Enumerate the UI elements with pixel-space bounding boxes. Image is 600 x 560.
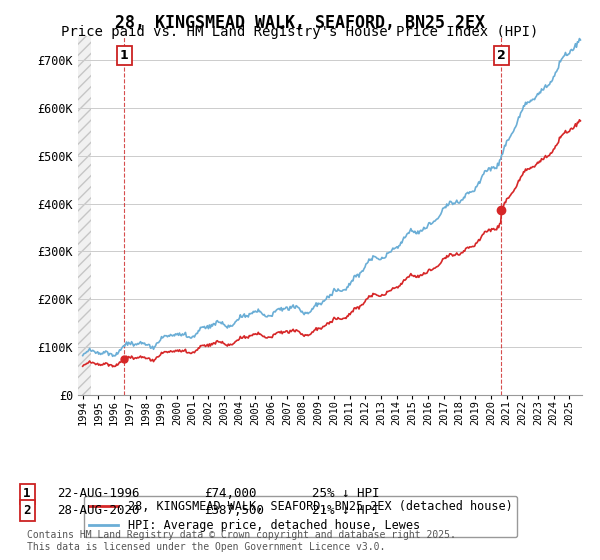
Text: £387,500: £387,500 <box>204 504 264 517</box>
Text: Contains HM Land Registry data © Crown copyright and database right 2025.
This d: Contains HM Land Registry data © Crown c… <box>27 530 456 552</box>
Text: 1: 1 <box>23 487 31 501</box>
Text: 2: 2 <box>497 49 506 62</box>
Text: 21% ↓ HPI: 21% ↓ HPI <box>312 504 380 517</box>
Text: Price paid vs. HM Land Registry's House Price Index (HPI): Price paid vs. HM Land Registry's House … <box>61 25 539 39</box>
Text: 28, KINGSMEAD WALK, SEAFORD, BN25 2EX: 28, KINGSMEAD WALK, SEAFORD, BN25 2EX <box>115 14 485 32</box>
Text: 25% ↓ HPI: 25% ↓ HPI <box>312 487 380 501</box>
Bar <box>78 36 91 395</box>
Text: £74,000: £74,000 <box>204 487 257 501</box>
Text: 1: 1 <box>120 49 128 62</box>
Text: 22-AUG-1996: 22-AUG-1996 <box>57 487 139 501</box>
Legend: 28, KINGSMEAD WALK, SEAFORD, BN25 2EX (detached house), HPI: Average price, deta: 28, KINGSMEAD WALK, SEAFORD, BN25 2EX (d… <box>84 496 517 537</box>
Text: 28-AUG-2020: 28-AUG-2020 <box>57 504 139 517</box>
Text: 2: 2 <box>23 504 31 517</box>
